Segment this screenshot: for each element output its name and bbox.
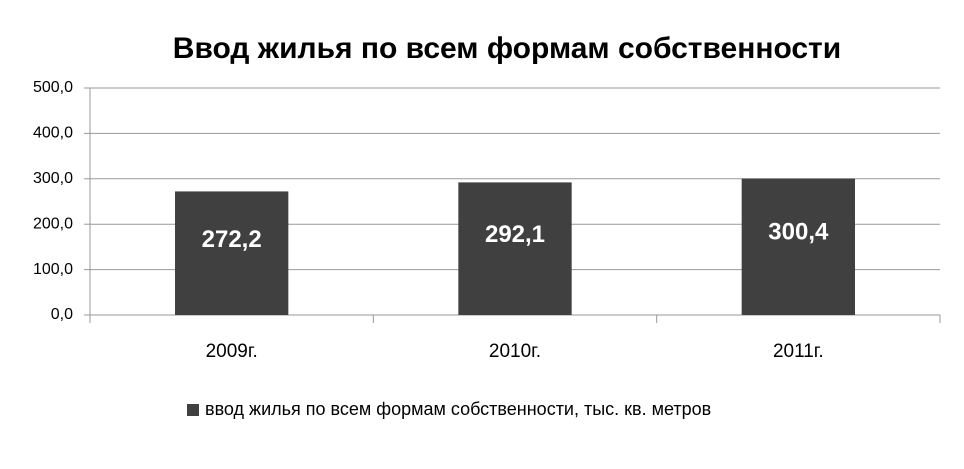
y-tick-label: 0,0 [51, 306, 73, 323]
bar [741, 178, 855, 315]
y-tick-label: 400,0 [33, 125, 73, 142]
y-tick-label: 200,0 [33, 215, 73, 232]
y-tick-label: 100,0 [33, 261, 73, 278]
legend-label: ввод жилья по всем формам собственности,… [205, 399, 711, 419]
value-label: 272,2 [202, 226, 262, 253]
value-label: 292,1 [485, 221, 545, 248]
chart-title: Ввод жилья по всем формам собственности [173, 32, 841, 65]
x-tick-label: 2011г. [773, 341, 824, 362]
bar [175, 191, 289, 315]
x-tick-label: 2009г. [206, 341, 258, 362]
y-tick-label: 500,0 [33, 79, 73, 96]
y-tick-label: 300,0 [33, 170, 73, 187]
value-label: 300,4 [768, 219, 829, 246]
x-tick-label: 2010г. [489, 341, 541, 362]
legend-swatch [187, 404, 199, 416]
bar [458, 182, 572, 315]
